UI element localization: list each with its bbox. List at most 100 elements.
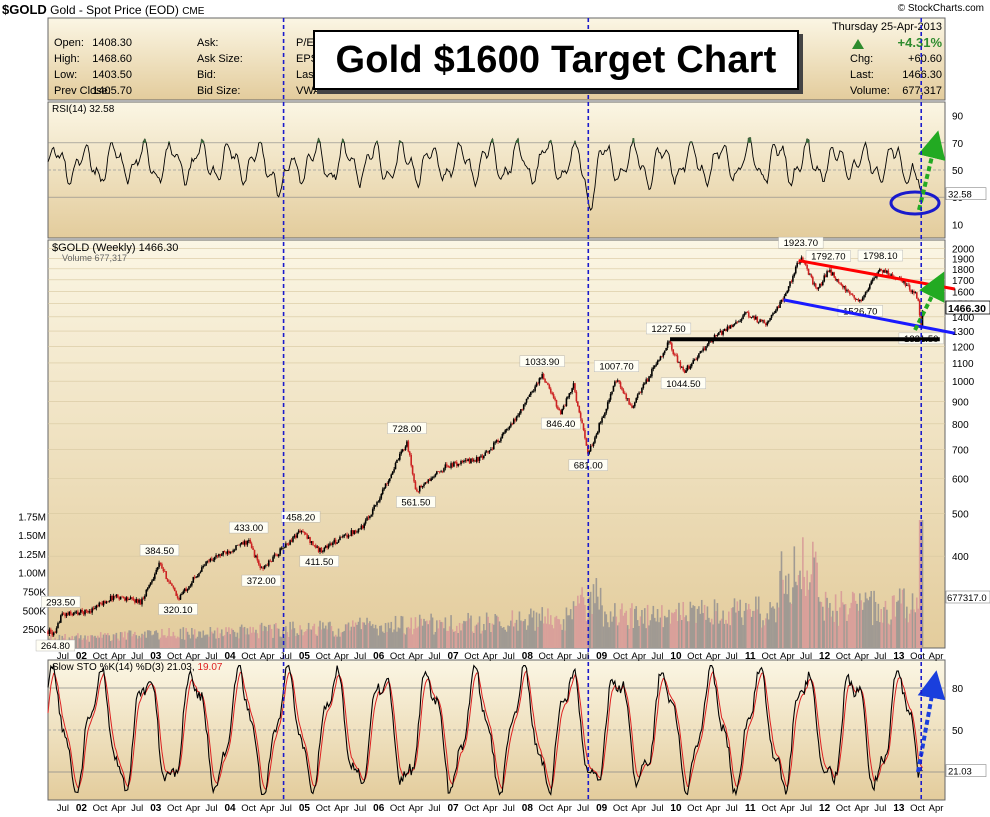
volume-bar bbox=[512, 626, 515, 648]
volume-bar bbox=[102, 634, 105, 648]
volume-bar bbox=[834, 594, 837, 648]
candle-body bbox=[270, 560, 273, 562]
candle-body bbox=[643, 383, 646, 385]
volume-bar bbox=[400, 615, 403, 648]
x-month-label: Jul bbox=[131, 651, 143, 662]
candle-body bbox=[839, 282, 841, 284]
volume-bar bbox=[332, 631, 334, 648]
candle-body bbox=[220, 554, 223, 556]
candle-body bbox=[866, 291, 868, 293]
volume-bar bbox=[732, 607, 734, 648]
candle-body bbox=[88, 611, 91, 613]
candle-body bbox=[512, 419, 515, 424]
x-year-label: 06 bbox=[373, 803, 385, 814]
annotation-box bbox=[229, 521, 269, 534]
candle-body bbox=[384, 483, 387, 488]
candle-body bbox=[454, 462, 457, 463]
volume-bar bbox=[847, 614, 850, 648]
volume-bar bbox=[303, 631, 306, 648]
volume-bar bbox=[357, 621, 360, 648]
volume-bar bbox=[625, 610, 628, 648]
candle-body bbox=[91, 608, 93, 613]
candle-body bbox=[794, 266, 797, 274]
volume-bar bbox=[455, 625, 458, 648]
volume-bar bbox=[709, 622, 712, 648]
volume-bar bbox=[396, 631, 398, 648]
volume-bar bbox=[770, 607, 773, 648]
candle-body bbox=[393, 469, 395, 472]
candle-body bbox=[340, 536, 343, 538]
volume-bar bbox=[408, 628, 411, 648]
volume-bar bbox=[438, 619, 441, 648]
candle-body bbox=[176, 595, 179, 598]
candle-body bbox=[649, 376, 652, 377]
candle-body bbox=[642, 384, 645, 388]
volume-bar bbox=[582, 597, 585, 648]
candle-body bbox=[168, 581, 170, 583]
volume-bar bbox=[840, 591, 843, 648]
candle-body bbox=[353, 530, 356, 534]
volume-bar bbox=[549, 615, 552, 648]
volume-bar bbox=[437, 628, 440, 648]
candle-body bbox=[299, 530, 301, 533]
volume-bar bbox=[696, 608, 699, 648]
x-year-label: 08 bbox=[522, 803, 534, 814]
candle-body bbox=[263, 565, 266, 569]
candle-body bbox=[490, 449, 492, 451]
candle-body bbox=[386, 483, 388, 485]
x-year-label: 13 bbox=[893, 803, 905, 814]
volume-bar bbox=[539, 620, 542, 648]
volume-axis: 250K 500K 750K 1.00M 1.25M 1.50M 1.75M bbox=[18, 512, 46, 636]
volume-bar bbox=[169, 636, 172, 648]
candle-body bbox=[122, 596, 125, 599]
price-annotation: 1044.50 bbox=[666, 379, 700, 390]
x-month-label: Oct bbox=[613, 651, 628, 662]
volume-bar bbox=[218, 638, 220, 648]
x-month-label: Oct bbox=[167, 651, 182, 662]
candle-body bbox=[539, 377, 542, 379]
candle-body bbox=[784, 293, 787, 297]
volume-bar bbox=[508, 626, 511, 648]
candle-body bbox=[296, 532, 299, 538]
candle-body bbox=[653, 365, 656, 368]
price-target-arrow bbox=[913, 271, 945, 331]
annotation-box bbox=[396, 496, 436, 508]
candle-body bbox=[48, 629, 51, 634]
volume-bar bbox=[394, 615, 397, 648]
candle-body bbox=[534, 386, 536, 391]
volume-bar bbox=[554, 617, 556, 648]
candle-body bbox=[635, 398, 638, 403]
candle-body bbox=[813, 283, 816, 285]
sto-tick-label: 50 bbox=[952, 726, 964, 737]
volume-bar bbox=[238, 638, 240, 648]
candle-body bbox=[571, 388, 573, 393]
x-month-label: Apr bbox=[706, 803, 721, 814]
candle-body bbox=[780, 299, 783, 302]
volume-bar bbox=[189, 638, 192, 648]
volume-bar bbox=[833, 621, 835, 648]
volume-bar bbox=[706, 606, 709, 648]
candle-body bbox=[554, 397, 556, 400]
candle-body bbox=[179, 594, 182, 600]
volume-bar bbox=[454, 631, 457, 648]
volume-bar bbox=[595, 578, 598, 648]
candle-body bbox=[501, 434, 504, 439]
volume-bar bbox=[186, 631, 189, 648]
candle-body bbox=[662, 353, 665, 357]
candle-body bbox=[259, 564, 262, 568]
candle-body bbox=[545, 382, 548, 384]
volume-bar bbox=[819, 601, 821, 648]
volume-bar bbox=[820, 601, 823, 648]
candle-body bbox=[50, 629, 52, 633]
candle-body bbox=[401, 449, 404, 452]
candle-body bbox=[867, 288, 870, 292]
candle-body bbox=[880, 269, 882, 271]
volume-bar bbox=[121, 632, 123, 648]
candle-body bbox=[151, 580, 153, 583]
candle-body bbox=[494, 441, 497, 443]
volume-bar bbox=[216, 627, 219, 648]
volume-bar bbox=[293, 628, 296, 648]
candle-body bbox=[817, 287, 820, 290]
candle-body bbox=[584, 429, 586, 439]
